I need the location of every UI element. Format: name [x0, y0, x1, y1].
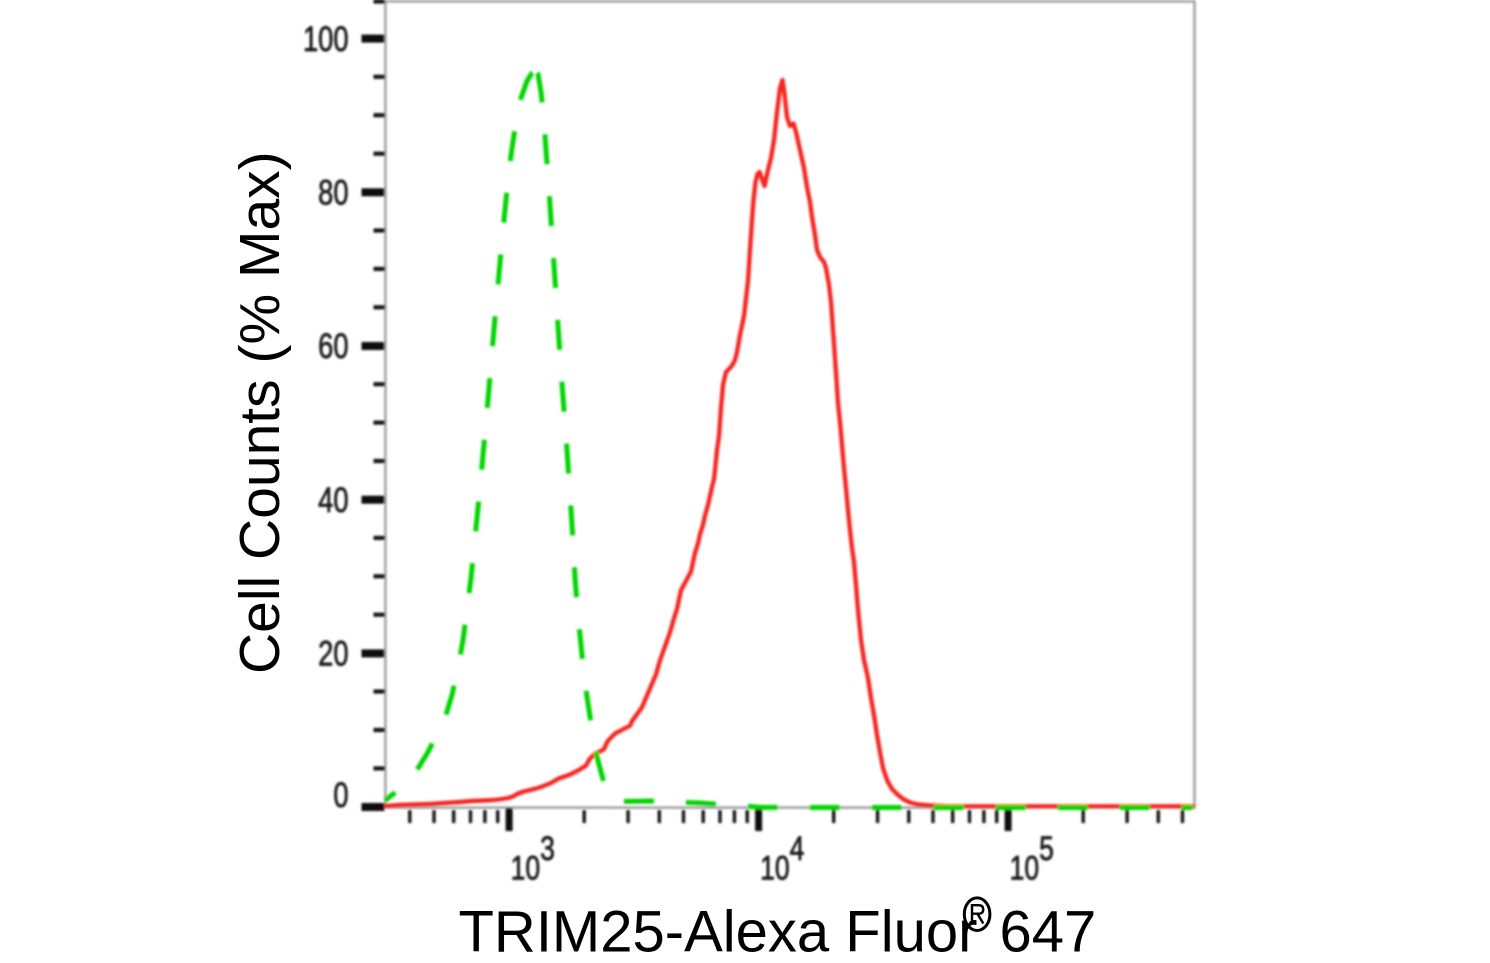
svg-text:60: 60: [318, 327, 348, 366]
svg-text:40: 40: [318, 481, 348, 520]
svg-text:Cell Counts (% Max): Cell Counts (% Max): [228, 151, 292, 674]
svg-text:TRIM25-Alexa Fluor: TRIM25-Alexa Fluor: [459, 900, 978, 963]
svg-text:80: 80: [318, 173, 348, 212]
svg-text:0: 0: [333, 776, 348, 815]
svg-text:100: 100: [303, 20, 349, 59]
svg-text:647: 647: [1000, 900, 1097, 963]
svg-text:20: 20: [318, 634, 348, 673]
